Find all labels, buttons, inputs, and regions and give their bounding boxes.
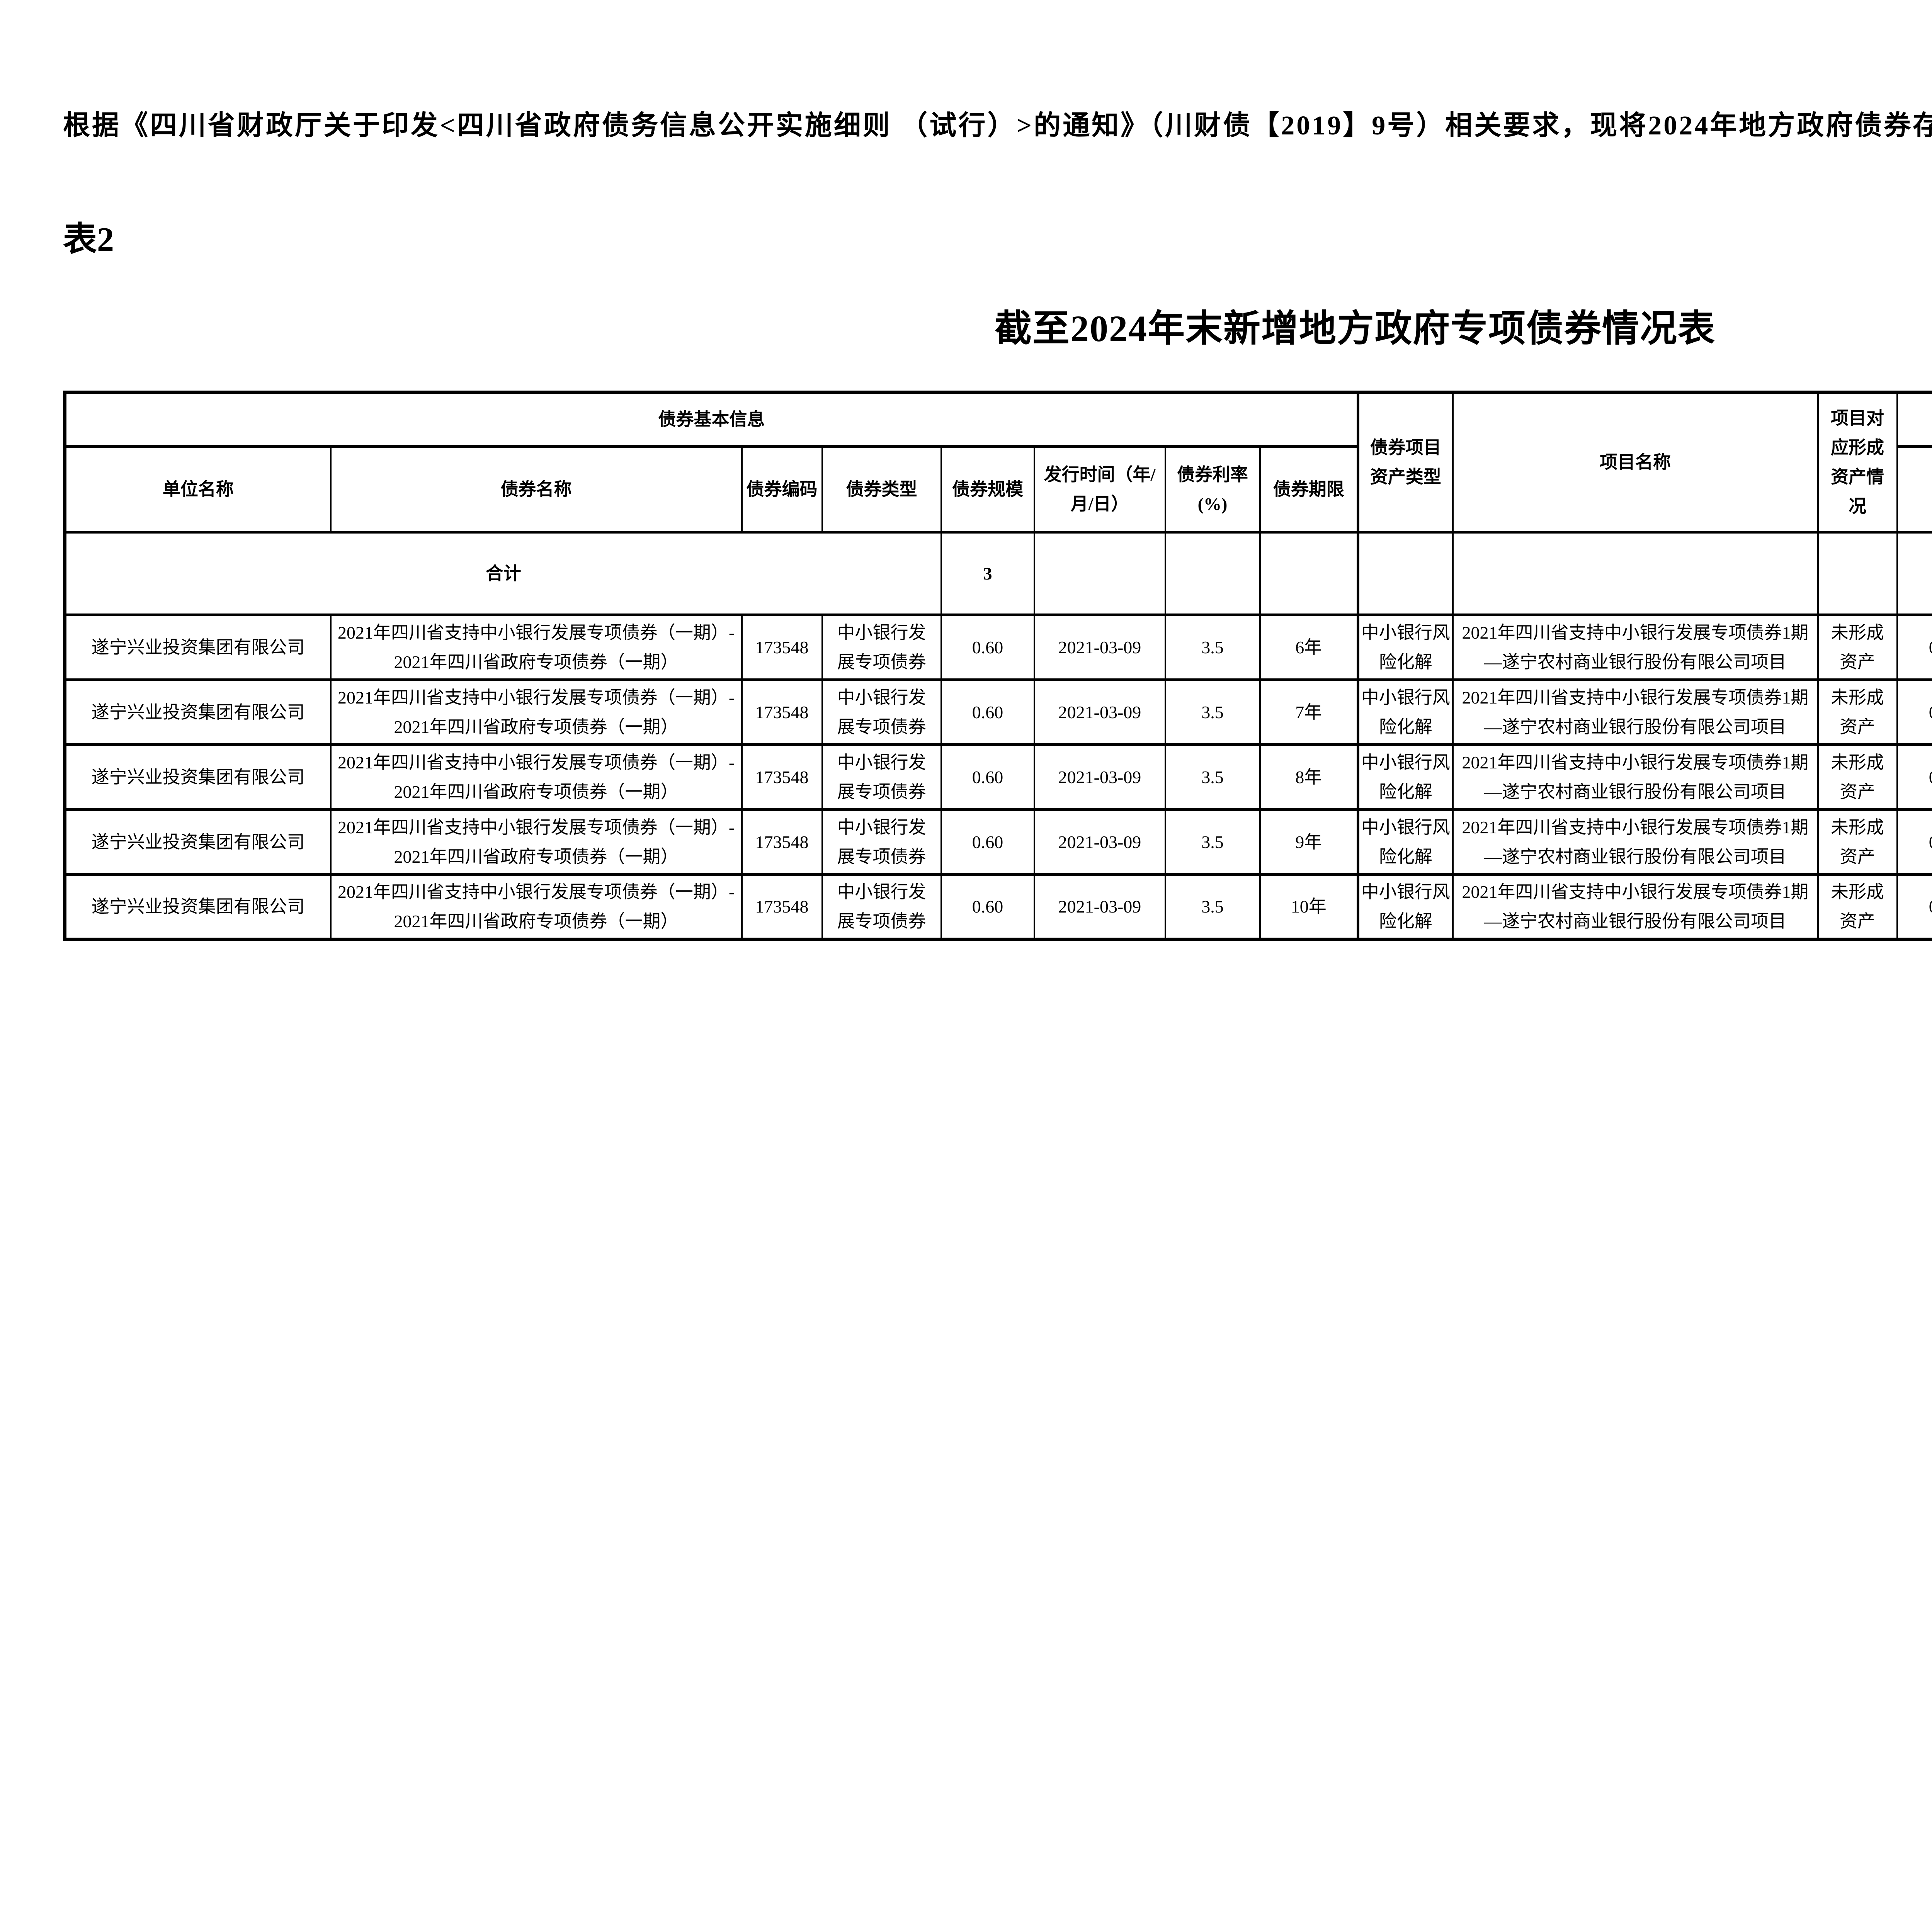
header-bond-name: 债券名称	[330, 445, 743, 534]
bonds-table: 债券基本信息 债券项目资产类型 项目名称 项目对应形成资产情况 债券项目总投资 …	[63, 391, 1932, 941]
header-unit-name: 单位名称	[64, 445, 332, 534]
cell-project-asset-type: 中小银行风险化解	[1357, 678, 1454, 746]
cell-project-asset-type: 中小银行风险化解	[1357, 614, 1454, 681]
cell-bond-scale: 0.60	[940, 614, 1035, 681]
cell-project-name: 2021年四川省支持中小银行发展专项债券1期—遂宁农村商业银行股份有限公司项目	[1452, 873, 1819, 941]
cell-bond-rate: 3.5	[1164, 873, 1261, 941]
cell-totals-bond-scale: 3	[940, 531, 1035, 616]
cell-asset-formation: 未形成资产	[1817, 678, 1898, 746]
cell-bond-rate: 3.5	[1164, 678, 1261, 746]
cell-unit-name: 遂宁兴业投资集团有限公司	[64, 808, 332, 876]
cell-bond-rate: 3.5	[1164, 614, 1261, 681]
header-total-investment-sub	[1896, 445, 1932, 534]
cell-bond-term: 10年	[1259, 873, 1359, 941]
cell-totals-label: 合计	[64, 531, 942, 616]
cell-unit-name: 遂宁兴业投资集团有限公司	[64, 614, 332, 681]
cell-bond-scale: 0.60	[940, 808, 1035, 876]
cell-total-investment: 0.60	[1896, 873, 1932, 941]
cell-total-investment: 0.60	[1896, 808, 1932, 876]
header-total-investment-group: 债券项目总投资	[1896, 391, 1932, 448]
cell-project-name: 2021年四川省支持中小银行发展专项债券1期—遂宁农村商业银行股份有限公司项目	[1452, 614, 1819, 681]
header-bond-info-group: 债券基本信息	[64, 391, 1359, 448]
cell-bond-code: 173548	[741, 614, 823, 681]
cell-bond-term: 9年	[1259, 808, 1359, 876]
cell-bond-code: 173548	[741, 873, 823, 941]
cell-bond-scale: 0.60	[940, 678, 1035, 746]
cell-bond-term: 8年	[1259, 743, 1359, 811]
table-label: 表2	[63, 221, 114, 258]
header-issue-date: 发行时间（年/月/日）	[1033, 445, 1166, 534]
cell-totals-total-investment: 3	[1896, 531, 1932, 616]
cell-project-name: 2021年四川省支持中小银行发展专项债券1期—遂宁农村商业银行股份有限公司项目	[1452, 678, 1819, 746]
header-bond-type: 债券类型	[821, 445, 942, 534]
cell-bond-name: 2021年四川省支持中小银行发展专项债券（一期）-2021年四川省政府专项债券（…	[330, 743, 743, 811]
cell-bond-code: 173548	[741, 743, 823, 811]
intro-paragraph: 根据《四川省财政厅关于印发<四川省政府债务信息公开实施细则 （试行）>的通知》（…	[63, 111, 1932, 141]
cell-bond-type: 中小银行发展专项债券	[821, 678, 942, 746]
header-bond-scale: 债券规模	[940, 445, 1035, 534]
cell-issue-date: 2021-03-09	[1033, 678, 1166, 746]
cell-asset-formation: 未形成资产	[1817, 743, 1898, 811]
cell-asset-formation: 未形成资产	[1817, 873, 1898, 941]
cell-total-investment: 0.60	[1896, 614, 1932, 681]
table-row: 遂宁兴业投资集团有限公司 2021年四川省支持中小银行发展专项债券（一期）-202…	[64, 678, 1932, 746]
page-title: 截至2024年末新增地方政府专项债券情况表	[995, 308, 1716, 349]
cell-project-asset-type: 中小银行风险化解	[1357, 873, 1454, 941]
cell-totals-bond-term	[1259, 531, 1359, 616]
table-body: 合计 3 3 3 3 3 遂宁兴业投资集团有限公司2021年四川省支持中小银行发…	[64, 531, 1932, 941]
cell-asset-formation: 未形成资产	[1817, 614, 1898, 681]
cell-bond-term: 6年	[1259, 614, 1359, 681]
cell-project-asset-type: 中小银行风险化解	[1357, 743, 1454, 811]
cell-totals-asset-formation	[1817, 531, 1898, 616]
header-bond-code: 债券编码	[741, 445, 823, 534]
cell-bond-name: 2021年四川省支持中小银行发展专项债券（一期）-2021年四川省政府专项债券（…	[330, 873, 743, 941]
table-row: 遂宁兴业投资集团有限公司 2021年四川省支持中小银行发展专项债券（一期）-202…	[64, 873, 1932, 941]
cell-bond-name: 2021年四川省支持中小银行发展专项债券（一期）-2021年四川省政府专项债券（…	[330, 678, 743, 746]
cell-unit-name: 遂宁兴业投资集团有限公司	[64, 678, 332, 746]
header-asset-formation: 项目对应形成资产情况	[1817, 391, 1898, 534]
cell-totals-asset-type	[1357, 531, 1454, 616]
table-row: 遂宁兴业投资集团有限公司 2021年四川省支持中小银行发展专项债券（一期）-202…	[64, 614, 1932, 681]
header-bond-rate: 债券利率(%)	[1164, 445, 1261, 534]
cell-bond-term: 7年	[1259, 678, 1359, 746]
cell-project-name: 2021年四川省支持中小银行发展专项债券1期—遂宁农村商业银行股份有限公司项目	[1452, 743, 1819, 811]
cell-bond-rate: 3.5	[1164, 743, 1261, 811]
cell-issue-date: 2021-03-09	[1033, 873, 1166, 941]
cell-total-investment: 0.60	[1896, 678, 1932, 746]
cell-bond-code: 173548	[741, 678, 823, 746]
cell-issue-date: 2021-03-09	[1033, 808, 1166, 876]
cell-issue-date: 2021-03-09	[1033, 743, 1166, 811]
cell-bond-type: 中小银行发展专项债券	[821, 614, 942, 681]
cell-total-investment: 0.60	[1896, 743, 1932, 811]
cell-bond-type: 中小银行发展专项债券	[821, 808, 942, 876]
cell-project-asset-type: 中小银行风险化解	[1357, 808, 1454, 876]
header-project-asset-type: 债券项目资产类型	[1357, 391, 1454, 534]
cell-bond-name: 2021年四川省支持中小银行发展专项债券（一期）-2021年四川省政府专项债券（…	[330, 614, 743, 681]
cell-bond-type: 中小银行发展专项债券	[821, 743, 942, 811]
cell-bond-name: 2021年四川省支持中小银行发展专项债券（一期）-2021年四川省政府专项债券（…	[330, 808, 743, 876]
cell-bond-type: 中小银行发展专项债券	[821, 873, 942, 941]
cell-issue-date: 2021-03-09	[1033, 614, 1166, 681]
table-header: 债券基本信息 债券项目资产类型 项目名称 项目对应形成资产情况 债券项目总投资 …	[64, 391, 1932, 534]
cell-totals-bond-rate	[1164, 531, 1261, 616]
totals-row: 合计 3 3 3 3 3	[64, 531, 1932, 616]
table-row: 遂宁兴业投资集团有限公司 2021年四川省支持中小银行发展专项债券（一期）-202…	[64, 743, 1932, 811]
cell-bond-scale: 0.60	[940, 873, 1035, 941]
cell-asset-formation: 未形成资产	[1817, 808, 1898, 876]
cell-bond-scale: 0.60	[940, 743, 1035, 811]
table-row: 遂宁兴业投资集团有限公司 2021年四川省支持中小银行发展专项债券（一期）-202…	[64, 808, 1932, 876]
cell-totals-issue-date	[1033, 531, 1166, 616]
cell-bond-rate: 3.5	[1164, 808, 1261, 876]
cell-unit-name: 遂宁兴业投资集团有限公司	[64, 743, 332, 811]
cell-totals-project-name	[1452, 531, 1819, 616]
header-row-groups: 债券基本信息 债券项目资产类型 项目名称 项目对应形成资产情况 债券项目总投资 …	[64, 391, 1932, 534]
cell-bond-code: 173548	[741, 808, 823, 876]
header-project-name: 项目名称	[1452, 391, 1819, 534]
cell-unit-name: 遂宁兴业投资集团有限公司	[64, 873, 332, 941]
header-row-columns: 单位名称 债券名称 债券编码 债券类型 债券规模 发行时间（年/月/日） 债券利…	[64, 445, 1932, 534]
cell-project-name: 2021年四川省支持中小银行发展专项债券1期—遂宁农村商业银行股份有限公司项目	[1452, 808, 1819, 876]
header-bond-term: 债券期限	[1259, 445, 1359, 534]
